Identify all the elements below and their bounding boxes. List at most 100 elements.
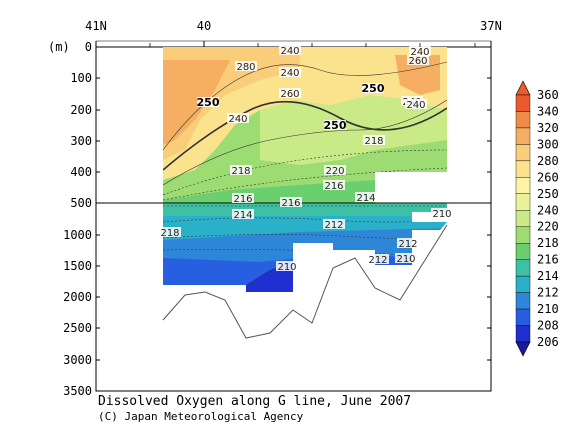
colorbar-label: 214 [537,269,559,283]
contour-label-bg [230,165,252,175]
colorbar-label: 210 [537,302,559,316]
contour-label-bg [159,227,181,237]
colorbar-swatch [515,308,531,326]
contour-label-bg [197,97,219,107]
x-tick-label: 40 [197,19,211,33]
colorbar-swatch [515,292,531,310]
chart-credit: (C) Japan Meteorological Agency [98,410,304,423]
contour-label-bg [431,208,453,218]
contour-label-bg [323,180,345,190]
y-tick-label: 3000 [63,353,92,367]
contour-label: 218 [231,166,250,177]
x-tick-label: 37N [480,19,502,33]
colorbar-top-arrow [515,80,531,96]
colorbar-label: 240 [537,203,559,217]
contour-label-bg [227,113,249,123]
contour-label-bg [397,238,419,248]
colorbar-label: 280 [537,154,559,168]
contour-label-bg [324,165,346,175]
contour-label: 214 [233,210,252,221]
contour-label-bg [362,83,384,93]
colorbar-swatch [515,259,531,277]
colorbar-label: 320 [537,121,559,135]
contour-label: 240 [280,68,299,79]
contour-label-bg [367,254,389,264]
colorbar-bottom-arrow [515,341,531,357]
contour-label: 210 [396,254,415,265]
contour-label-bg [355,192,377,202]
colorbar-label: 260 [537,170,559,184]
contour-label: 212 [398,239,417,250]
contour-label-bg [235,61,257,71]
y-tick-label: 200 [70,103,92,117]
contour-label-bg [276,261,298,271]
contour-label-bg [279,45,301,55]
y-tick-label: 1500 [63,259,92,273]
contour-label-bg [232,209,254,219]
y-tick-label: 2000 [63,290,92,304]
contour-label: 210 [277,262,296,273]
y-axis-label: (m) [48,40,70,54]
contour-label-bg [279,67,301,77]
colorbar-swatch [515,325,531,343]
contour-label-bg [405,99,427,109]
contour-label-bg [279,88,301,98]
colorbar-label: 300 [537,137,559,151]
y-tick-label: 100 [70,71,92,85]
colorbar-swatch [515,144,531,162]
colorbar-swatch [515,160,531,178]
colorbar-label: 216 [537,253,559,267]
y-tick-label: 300 [70,134,92,148]
colorbar-label: 208 [537,319,559,333]
contour-label-bg [323,219,345,229]
colorbar-swatch [515,111,531,129]
contour-label: 280 [236,62,255,73]
contour-label-bg [324,120,346,130]
contour-label: 212 [368,255,387,266]
colorbar-label: 360 [537,88,559,102]
contour-label: 216 [281,198,300,209]
contour-label: 210 [432,209,451,220]
contour-label: 250 [324,119,347,132]
colorbar-label: 218 [537,236,559,250]
colorbar-label: 220 [537,220,559,234]
x-tick-label: 41N [85,19,107,33]
bottom-topography [162,224,448,339]
y-tick-label: 2500 [63,321,92,335]
contour-label: 212 [324,220,343,231]
contour-label: 240 [406,100,425,111]
contour-label: 240 [228,114,247,125]
contour-label: 250 [197,96,220,109]
colorbar-swatch [515,226,531,244]
y-tick-label: 3500 [63,384,92,398]
colorbar-swatch [515,242,531,260]
contour-label: 250 [362,82,385,95]
contour-label: 218 [364,136,383,147]
contour-label: 220 [325,166,344,177]
colorbar-swatch [515,127,531,145]
contour-label: 240 [410,47,429,58]
contour-label: 216 [324,181,343,192]
contour-label: 214 [356,193,375,204]
colorbar-swatch [515,275,531,293]
contour-lines [163,61,447,289]
colorbar-label: 206 [537,335,559,349]
contour-label-bg [232,193,254,203]
contour-label-bg [407,55,429,65]
y-tick-label: 1000 [63,228,92,242]
y-tick-label: 400 [70,165,92,179]
contour-label: 260 [280,89,299,100]
y-tick-label: 0 [85,40,92,54]
contour-label-bg [395,253,417,263]
contour-label: 216 [233,194,252,205]
colorbar-swatch [515,177,531,194]
chart-title: Dissolved Oxygen along G line, June 2007 [98,394,411,409]
colorbar-swatch [515,193,531,211]
contour-label: 260 [408,56,427,67]
colorbar-label: 212 [537,286,559,300]
colorbar-swatch [515,94,531,112]
contour-label-bg [280,197,302,207]
colorbar-label: 340 [537,104,559,118]
contour-label-bg [409,46,431,56]
